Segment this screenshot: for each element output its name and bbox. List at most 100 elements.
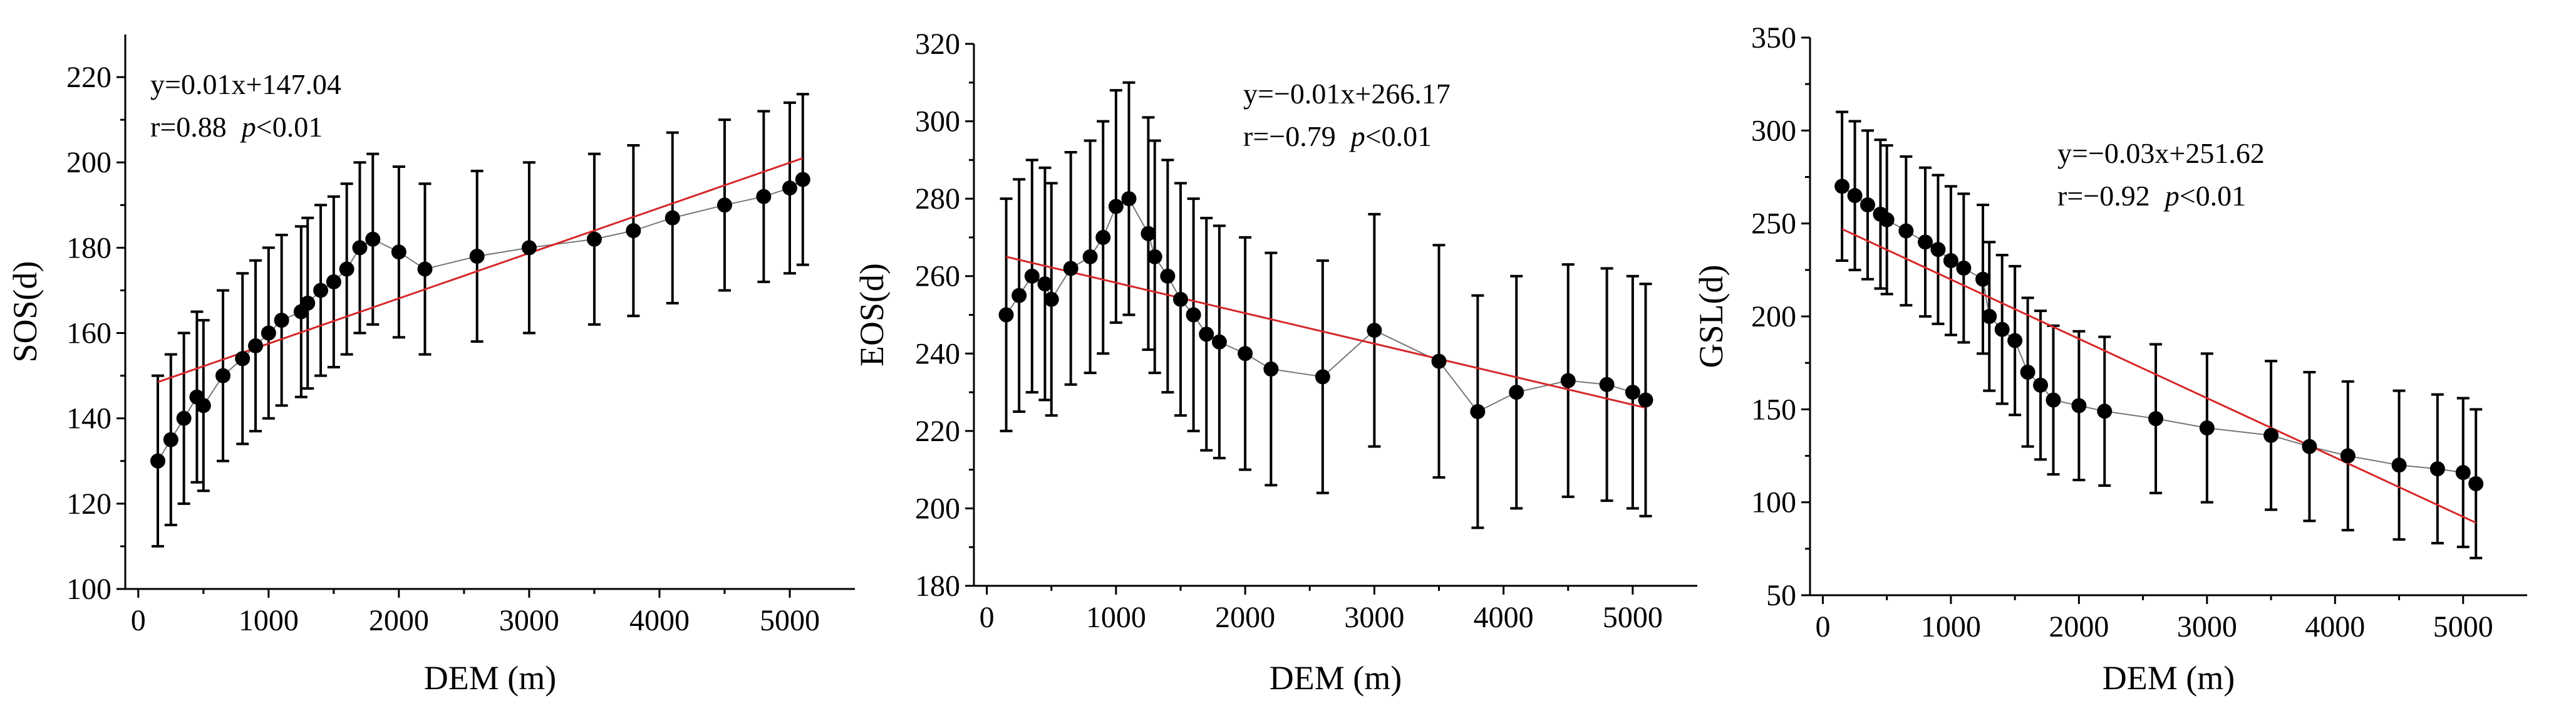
data-point bbox=[176, 410, 192, 426]
p-value: <0.01 bbox=[2180, 180, 2246, 212]
x-tick-label: 1000 bbox=[239, 604, 299, 637]
y-tick-label: 300 bbox=[1751, 114, 1796, 147]
data-point bbox=[2391, 457, 2407, 473]
x-axis-label: DEM (m) bbox=[424, 659, 556, 697]
data-point bbox=[756, 189, 772, 204]
data-point bbox=[1898, 223, 1914, 239]
y-tick-label: 120 bbox=[66, 487, 111, 521]
x-tick-label: 2000 bbox=[369, 604, 429, 637]
panel-sos: 0 1000 2000 3000 4000 5000 100 120 140 160 180 200 2… bbox=[6, 34, 855, 697]
data-point bbox=[469, 249, 485, 264]
series-connector-line bbox=[1841, 185, 2476, 484]
regression-stats: r=−0.79 p<0.01 bbox=[1243, 120, 1432, 152]
x-tick-label: 4000 bbox=[2305, 610, 2365, 643]
data-point bbox=[998, 307, 1014, 323]
data-point bbox=[1173, 291, 1188, 307]
y-tick-label: 220 bbox=[915, 415, 960, 448]
data-point bbox=[326, 274, 341, 289]
data-point bbox=[313, 283, 329, 298]
regression-equation: y=−0.03x+251.62 bbox=[2057, 137, 2265, 169]
p-value: <0.01 bbox=[1365, 120, 1432, 152]
series-connector-line bbox=[157, 179, 804, 462]
x-tick-label: 0 bbox=[980, 601, 995, 634]
series-connector-line bbox=[1005, 197, 1647, 413]
y-tick-label: 150 bbox=[1751, 393, 1796, 426]
data-point bbox=[716, 197, 732, 213]
data-point bbox=[1211, 334, 1227, 350]
data-point bbox=[1994, 321, 2010, 337]
data-point bbox=[795, 172, 810, 187]
data-point bbox=[1121, 191, 1137, 207]
data-point bbox=[2071, 398, 2087, 414]
data-point bbox=[1238, 346, 1253, 362]
data-point bbox=[2097, 403, 2113, 419]
data-point bbox=[1834, 179, 1850, 194]
data-point bbox=[1470, 403, 1486, 419]
y-axis-label: EOS(d) bbox=[853, 263, 891, 367]
y-tick-label: 180 bbox=[66, 231, 111, 264]
data-point bbox=[1879, 212, 1895, 227]
data-point bbox=[1847, 188, 1863, 204]
data-point bbox=[1082, 249, 1098, 264]
data-point bbox=[2007, 333, 2023, 348]
y-tick-label: 260 bbox=[915, 260, 960, 293]
data-point bbox=[1141, 226, 1156, 241]
data-point bbox=[1956, 260, 1972, 276]
data-point bbox=[235, 351, 251, 367]
data-point bbox=[1095, 229, 1111, 245]
data-point bbox=[1037, 276, 1053, 292]
y-tick-label: 240 bbox=[915, 337, 960, 370]
x-tick-label: 4000 bbox=[1474, 601, 1534, 634]
data-point bbox=[1199, 326, 1214, 342]
data-point bbox=[163, 432, 178, 447]
data-point bbox=[1024, 268, 1040, 284]
data-point bbox=[1943, 253, 1958, 268]
data-point bbox=[261, 325, 276, 341]
panel-gsl: 0 1000 2000 3000 4000 5000 50 100 150 200 250 300 35… bbox=[1692, 21, 2527, 697]
y-axis-label: SOS(d) bbox=[6, 261, 44, 362]
x-tick-label: 3000 bbox=[2177, 610, 2237, 643]
data-point bbox=[1638, 392, 1653, 408]
y-tick-label: 100 bbox=[1751, 486, 1796, 519]
data-point bbox=[2046, 392, 2061, 408]
data-point bbox=[1186, 307, 1201, 323]
data-point bbox=[2340, 448, 2356, 464]
data-point bbox=[1315, 369, 1330, 385]
data-point bbox=[2468, 476, 2484, 491]
data-point bbox=[352, 240, 368, 256]
y-tick-label: 280 bbox=[915, 182, 960, 216]
data-point bbox=[1509, 385, 1524, 400]
data-point bbox=[339, 261, 354, 277]
data-point bbox=[1431, 353, 1447, 369]
p-symbol: p bbox=[240, 111, 256, 143]
p-value: <0.01 bbox=[256, 111, 323, 143]
x-tick-label: 0 bbox=[1815, 610, 1830, 643]
y-tick-label: 200 bbox=[915, 492, 960, 525]
data-point bbox=[521, 240, 537, 256]
data-point bbox=[2429, 461, 2445, 477]
data-point bbox=[782, 180, 797, 196]
data-point bbox=[2263, 427, 2279, 443]
data-point bbox=[2302, 439, 2317, 454]
data-point bbox=[417, 261, 433, 277]
y-tick-label: 100 bbox=[66, 573, 111, 606]
data-point bbox=[2199, 420, 2215, 435]
x-tick-label: 0 bbox=[131, 604, 146, 637]
x-tick-label: 1000 bbox=[1086, 601, 1146, 634]
data-point bbox=[1930, 242, 1946, 258]
data-point bbox=[195, 398, 211, 414]
data-point bbox=[626, 223, 641, 239]
data-point bbox=[1599, 377, 1615, 392]
data-point bbox=[665, 210, 680, 226]
data-point bbox=[274, 313, 289, 328]
data-point bbox=[1160, 268, 1176, 284]
x-tick-label: 4000 bbox=[629, 604, 690, 637]
data-point bbox=[586, 231, 602, 247]
regression-stats: r=0.88 p<0.01 bbox=[150, 111, 323, 143]
x-tick-label: 3000 bbox=[499, 604, 559, 637]
data-point bbox=[2020, 365, 2035, 380]
y-tick-label: 300 bbox=[915, 105, 960, 138]
data-point bbox=[1263, 362, 1279, 377]
x-axis-label: DEM (m) bbox=[2103, 659, 2235, 697]
